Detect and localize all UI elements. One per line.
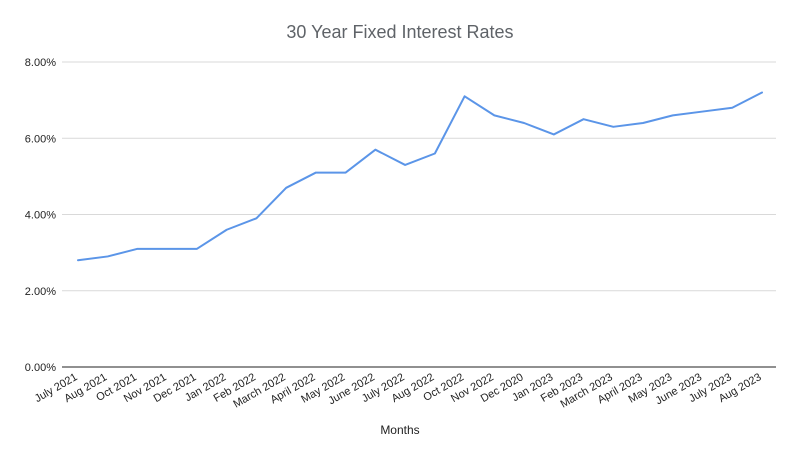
y-tick-label: 0.00%	[25, 362, 56, 374]
data-point	[255, 217, 257, 219]
y-tick-label: 8.00%	[25, 57, 56, 69]
data-point	[226, 229, 228, 231]
data-point	[702, 111, 704, 113]
y-tick-label: 2.00%	[25, 286, 56, 298]
data-point	[166, 248, 168, 250]
data-point	[612, 126, 614, 128]
y-tick-label: 6.00%	[25, 133, 56, 145]
data-point	[464, 95, 466, 97]
data-point	[731, 107, 733, 109]
data-point	[523, 122, 525, 124]
y-tick-label: 4.00%	[25, 210, 56, 222]
data-point	[761, 92, 763, 94]
data-point	[583, 118, 585, 120]
data-point	[77, 259, 79, 261]
data-point	[553, 133, 555, 135]
data-point	[285, 187, 287, 189]
data-point	[196, 248, 198, 250]
data-point	[136, 248, 138, 250]
chart-title: 30 Year Fixed Interest Rates	[286, 22, 514, 42]
x-axis-label: Months	[380, 423, 420, 437]
data-point	[374, 149, 376, 151]
data-point	[493, 114, 495, 116]
data-point	[672, 114, 674, 116]
data-point	[642, 122, 644, 124]
data-point	[315, 172, 317, 174]
series-line	[77, 91, 763, 262]
data-point	[404, 164, 406, 166]
data-point	[345, 172, 347, 174]
data-point	[107, 255, 109, 257]
data-point	[434, 153, 436, 155]
